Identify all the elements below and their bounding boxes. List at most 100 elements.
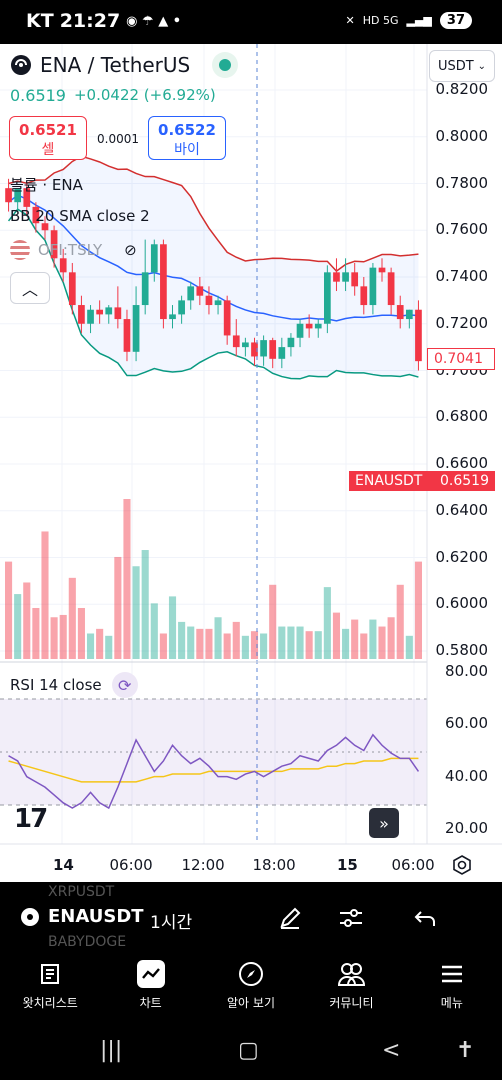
- candle-body: [123, 319, 131, 352]
- volume-bar: [141, 550, 149, 659]
- volume-bar: [132, 566, 140, 659]
- candle-body: [150, 244, 158, 273]
- price-change: +0.0422 (+6.92%): [73, 86, 216, 104]
- volume-bar: [269, 584, 277, 659]
- price-axis-label: 0.6600: [435, 454, 489, 472]
- candle-body: [141, 272, 149, 306]
- candle-body: [405, 309, 413, 320]
- nav-label: 차트: [139, 996, 162, 1010]
- nav-explore[interactable]: 알아 보기: [201, 950, 301, 1022]
- candle-body: [342, 272, 349, 282]
- interval-select[interactable]: 1시간: [150, 913, 193, 933]
- home-icon[interactable]: ▢: [238, 1038, 259, 1063]
- volume-bar: [369, 619, 377, 659]
- back-icon[interactable]: <: [382, 1038, 401, 1063]
- rsi-axis-label: 80.00: [445, 662, 488, 680]
- signal-icon: ▂▄▆: [406, 14, 432, 27]
- candle-body: [251, 342, 258, 357]
- double-chevron-right-icon: »: [379, 813, 389, 833]
- current-price-tag: 0.7041: [427, 348, 495, 370]
- compare-symbol: OFI:TSLY: [38, 241, 103, 259]
- chart-canvas[interactable]: [0, 44, 502, 882]
- candle-body: [396, 305, 404, 320]
- rsi-axis-label: 20.00: [445, 819, 488, 837]
- rsi-legend[interactable]: RSI 14 close ⟳: [10, 672, 138, 698]
- accessibility-icon[interactable]: ✝: [456, 1038, 475, 1063]
- candle-body: [223, 300, 231, 336]
- price-axis-label: 0.7400: [435, 267, 489, 285]
- buy-button[interactable]: 0.6522 바이: [148, 116, 226, 160]
- status-bar: KT 21:27 ◉ ☂ ▲ • ✕ HD 5G ▂▄▆ 37: [0, 0, 502, 44]
- volume-bar: [214, 617, 222, 659]
- symbol-switch[interactable]: ENAUSDT: [20, 906, 144, 927]
- candle-body: [415, 309, 422, 362]
- collapse-legend-button[interactable]: ︿: [10, 272, 50, 304]
- candle-body: [314, 323, 322, 329]
- notification-icons: ◉ ☂ ▲ •: [126, 13, 182, 29]
- candle-body: [387, 272, 395, 306]
- price-axis-label: 0.7600: [435, 220, 489, 239]
- volume-bar: [168, 596, 177, 659]
- spread-value: 0.0001: [97, 132, 139, 146]
- undo-icon[interactable]: [411, 904, 439, 932]
- bb-lower-line: [7, 208, 419, 380]
- pencil-icon[interactable]: [276, 904, 304, 932]
- buy-label: 바이: [174, 142, 200, 158]
- rsi-axis-label: 40.00: [445, 766, 488, 785]
- candle-body: [50, 230, 58, 259]
- volume-bar: [196, 628, 204, 659]
- system-nav-bar: ||| ▢ < ✝: [0, 1022, 502, 1080]
- indicators-icon[interactable]: [337, 904, 365, 932]
- ena-logo-icon: [21, 907, 39, 926]
- settings-gear-icon[interactable]: [451, 854, 473, 876]
- nav-menu[interactable]: 메뉴: [402, 950, 502, 1022]
- bb-mid-line: [8, 194, 419, 322]
- compare-legend[interactable]: OFI:TSLY ⊘: [10, 240, 137, 260]
- candle-body: [296, 323, 304, 338]
- candle-body: [32, 206, 40, 224]
- nav-label: 왓치리스트: [22, 996, 78, 1010]
- hidden-eye-icon[interactable]: ⊘: [124, 241, 137, 259]
- rsi-title: RSI 14 close: [10, 676, 102, 694]
- pair-name: ENAUSDT: [355, 473, 423, 489]
- tradingview-logo[interactable]: 17: [14, 804, 48, 834]
- candle-body: [14, 188, 22, 203]
- ghost-symbol-above: XRPUSDT: [48, 884, 115, 900]
- volume-legend[interactable]: 볼륨 · ENA: [10, 176, 83, 194]
- volume-bar: [314, 631, 322, 659]
- candle-body: [59, 258, 67, 273]
- sell-button[interactable]: 0.6521 셀: [9, 116, 87, 160]
- chart-icon: [136, 960, 165, 988]
- status-left: KT 21:27 ◉ ☂ ▲ •: [26, 10, 181, 32]
- price-axis-label: 0.6400: [435, 500, 489, 519]
- currency-select[interactable]: USDT ⌄: [429, 50, 495, 82]
- bottom-nav: 왓치리스트 차트 알아 보기 커뮤니티 메뉴: [0, 950, 502, 1022]
- chevron-down-icon: ⌄: [477, 60, 487, 72]
- compass-icon: [237, 960, 265, 988]
- symbol-title[interactable]: ENA / TetherUS: [40, 53, 191, 77]
- volume-bar: [205, 628, 213, 659]
- symbol-row[interactable]: ENA / TetherUS: [10, 52, 239, 78]
- mute-icon: ✕: [345, 14, 355, 27]
- currency-label: USDT: [437, 58, 474, 74]
- scroll-to-realtime-button[interactable]: »: [369, 808, 399, 838]
- nav-community[interactable]: 커뮤니티: [301, 950, 401, 1022]
- price-axis-label: 0.7200: [435, 313, 489, 332]
- recents-icon[interactable]: |||: [100, 1038, 123, 1063]
- price-axis-label: 0.7800: [435, 173, 489, 192]
- candle-body: [287, 337, 295, 348]
- volume-bar: [159, 633, 167, 659]
- menu-icon: [438, 960, 466, 988]
- buy-price: 0.6522: [158, 121, 216, 139]
- time-axis-label: 06:00: [391, 856, 435, 874]
- volume-bar: [278, 626, 286, 659]
- candle-body: [360, 286, 368, 306]
- chevron-up-icon: ︿: [21, 280, 38, 299]
- volume-bar: [150, 603, 158, 659]
- bb-legend[interactable]: BB 20 SMA close 2: [10, 207, 150, 225]
- loading-icon: ⟳: [111, 672, 138, 698]
- volume-bar: [68, 577, 76, 659]
- nav-chart[interactable]: 차트: [100, 950, 200, 1022]
- nav-label: 알아 보기: [227, 996, 275, 1010]
- nav-watchlist[interactable]: 왓치리스트: [0, 950, 100, 1022]
